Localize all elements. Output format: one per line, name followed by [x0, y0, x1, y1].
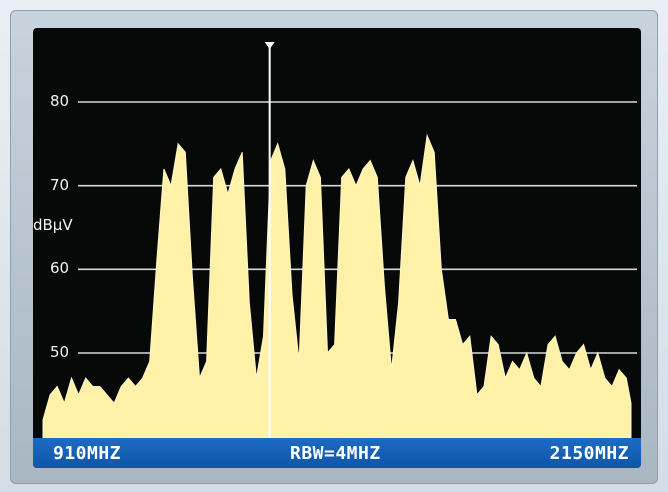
start-frequency: 910MHZ [53, 442, 122, 464]
marker-arrow-icon [264, 42, 275, 49]
resolution-bandwidth: RBW=4MHZ [289, 442, 381, 464]
spectrum-trace [42, 133, 632, 439]
status-bar: 910MHZ RBW=4MHZ 2150MHZ [33, 438, 641, 468]
y-tick-label: 80 [50, 92, 70, 110]
spectrum-chart [42, 42, 637, 439]
y-axis-label: dBμV [33, 216, 73, 234]
y-tick-label: 70 [50, 176, 70, 194]
y-tick-label: 60 [50, 259, 70, 277]
spectrum-display: 80 70 60 50 dBμV 910MHZ RBW=4MHZ 2150MHZ [33, 28, 641, 468]
stop-frequency: 2150MHZ [549, 442, 629, 464]
y-tick-label: 50 [50, 343, 70, 361]
